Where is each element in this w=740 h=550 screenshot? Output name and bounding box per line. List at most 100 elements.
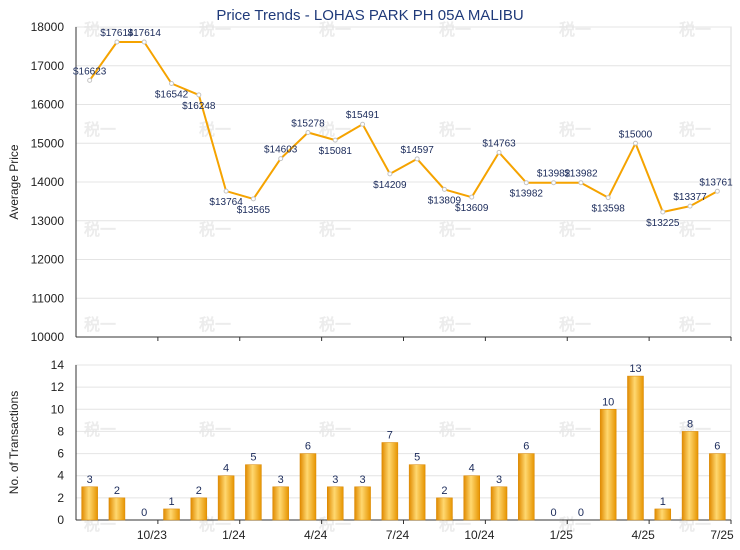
watermark-text: 税一	[319, 20, 351, 39]
transactions-x-tick-label: 7/25	[710, 528, 734, 542]
transactions-bar	[463, 475, 480, 521]
price-y-tick-label: 12000	[31, 253, 65, 267]
price-point	[605, 195, 611, 201]
transactions-x-tick-label: 4/25	[631, 528, 655, 542]
watermark-text: 税一	[84, 420, 116, 439]
transactions-x-tick-label: 1/25	[550, 528, 574, 542]
price-data-label: $15278	[291, 118, 325, 129]
transactions-bar	[490, 486, 508, 521]
watermark-text: 税一	[319, 120, 351, 139]
transactions-data-label: 3	[87, 474, 93, 486]
watermark-text: 税一	[559, 315, 591, 334]
watermark-text: 税一	[319, 315, 351, 334]
transactions-data-label: 1	[168, 496, 174, 508]
watermark-text: 税一	[84, 315, 116, 334]
price-point	[87, 77, 93, 83]
price-data-label: $13982	[537, 169, 571, 180]
price-data-label: $13764	[209, 197, 243, 208]
transactions-bar	[327, 486, 344, 521]
transactions-data-label: 3	[496, 474, 502, 486]
price-data-label: $13609	[455, 203, 489, 214]
transactions-data-label: 2	[196, 485, 202, 497]
price-data-label: $15491	[346, 110, 380, 121]
transactions-bar	[108, 497, 126, 521]
price-y-tick-label: 16000	[31, 98, 65, 112]
transactions-x-tick-label: 1/24	[222, 528, 246, 542]
price-data-label: $14209	[373, 180, 407, 191]
transactions-bar	[681, 431, 699, 521]
transactions-data-label: 2	[114, 485, 120, 497]
price-data-label: $13761	[699, 177, 733, 188]
price-y-tick-label: 15000	[31, 136, 65, 150]
price-point	[578, 180, 584, 186]
watermark-text: 税一	[199, 20, 231, 39]
watermark-text: 税一	[439, 20, 471, 39]
watermark-text: 税一	[84, 120, 116, 139]
transactions-data-label: 5	[250, 452, 256, 464]
price-point	[523, 180, 529, 186]
watermark-text: 税一	[439, 315, 471, 334]
watermark-text: 税一	[679, 315, 711, 334]
watermark-text: 税一	[439, 220, 471, 239]
price-y-axis-label: Average Price	[7, 144, 21, 219]
transactions-data-label: 0	[551, 507, 557, 519]
transactions-bar	[354, 486, 371, 521]
watermark-text: 税一	[199, 220, 231, 239]
transactions-x-tick-label: 7/24	[386, 528, 410, 542]
price-data-label: $14597	[400, 145, 434, 156]
transactions-y-tick-label: 0	[57, 513, 64, 527]
price-point	[223, 188, 229, 194]
watermark-text: 税一	[84, 220, 116, 239]
price-y-tick-label: 14000	[31, 175, 65, 189]
price-point	[387, 171, 393, 177]
price-point	[196, 92, 202, 98]
transactions-y-tick-label: 8	[57, 424, 64, 438]
transactions-data-label: 0	[578, 507, 584, 519]
price-y-tick-label: 10000	[31, 330, 65, 344]
transactions-data-label: 6	[714, 441, 720, 453]
watermark-text: 税一	[439, 120, 471, 139]
transactions-bar	[381, 442, 399, 521]
price-point	[414, 156, 420, 162]
transactions-bar	[163, 508, 180, 521]
transactions-bar	[627, 375, 644, 521]
price-point	[169, 80, 175, 86]
price-point	[441, 186, 447, 192]
watermark-text: 税一	[199, 315, 231, 334]
price-y-tick-label: 18000	[31, 20, 65, 34]
transactions-data-label: 2	[441, 485, 447, 497]
price-panel: 10000 11000 12000 13000 14000 15000 16000 17000…	[7, 20, 733, 344]
transactions-data-label: 6	[523, 441, 529, 453]
transactions-y-tick-label: 12	[51, 380, 65, 394]
price-y-tick-label: 13000	[31, 214, 65, 228]
price-point	[714, 188, 720, 194]
watermark-text: 税一	[199, 420, 231, 439]
price-line	[88, 41, 718, 213]
transactions-data-label: 7	[387, 430, 393, 442]
watermark-text: 税一	[559, 120, 591, 139]
price-y-tick-label: 17000	[31, 59, 65, 73]
price-data-label: $14603	[264, 145, 298, 156]
transactions-y-tick-label: 14	[51, 358, 65, 372]
watermark-text: 税一	[559, 220, 591, 239]
price-point	[660, 209, 666, 215]
transactions-bar	[408, 464, 426, 521]
watermark-text: 税一	[319, 420, 351, 439]
transactions-bar	[245, 464, 262, 521]
watermark-text: 税一	[679, 220, 711, 239]
price-data-label: $15081	[319, 146, 353, 157]
transactions-bar	[217, 475, 235, 521]
price-point	[278, 156, 284, 162]
transactions-data-label: 13	[629, 363, 641, 375]
price-data-label: $13982	[510, 189, 544, 200]
chart-title: Price Trends - LOHAS PARK PH 05A MALIBU	[216, 7, 524, 24]
transactions-data-label: 4	[469, 463, 475, 475]
transactions-y-tick-label: 2	[57, 491, 64, 505]
price-point	[632, 140, 638, 146]
price-data-label: $13225	[646, 218, 680, 229]
price-point	[141, 39, 147, 45]
transactions-data-label: 4	[223, 463, 229, 475]
price-data-label: $14763	[482, 138, 516, 149]
